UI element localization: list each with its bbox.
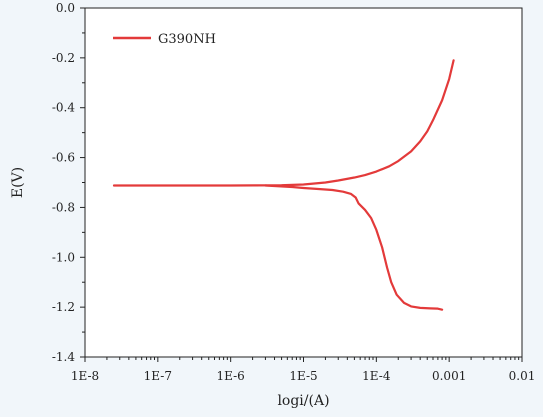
series-line-cathodic xyxy=(264,184,444,311)
x-axis-label: logi/(A) xyxy=(277,393,329,409)
legend: G390NH xyxy=(113,32,216,47)
x-tick-label: 1E-8 xyxy=(71,369,99,383)
x-tick-label: 1E-5 xyxy=(289,369,317,383)
y-tick-label: -0.6 xyxy=(52,151,75,165)
x-tick-label: 1E-6 xyxy=(217,369,245,383)
y-tick-label: -1.0 xyxy=(52,250,75,264)
x-tick-label: 0.001 xyxy=(432,369,466,383)
y-tick-label: -0.8 xyxy=(52,200,75,214)
y-axis-label: E(V) xyxy=(10,167,26,198)
y-tick-label: -0.2 xyxy=(52,51,75,65)
series-line-anodic xyxy=(112,59,455,187)
x-tick-label: 1E-7 xyxy=(144,369,172,383)
legend-label: G390NH xyxy=(158,32,216,47)
y-tick-label: -1.4 xyxy=(52,350,76,364)
plot-frame xyxy=(84,7,523,358)
x-tick-label: 0.01 xyxy=(509,369,536,383)
x-axis-ticks: 1E-8 1E-7 1E-6 1E-5 1E-4 0.001 0.01 xyxy=(71,357,536,383)
series-layer xyxy=(112,59,455,311)
y-axis-ticks: 0.0 -0.2 -0.4 -0.6 -0.8 -1.0 -1.2 -1.4 xyxy=(52,1,85,364)
x-tick-label: 1E-4 xyxy=(362,369,391,383)
y-tick-label: 0.0 xyxy=(56,1,75,15)
y-tick-label: -0.4 xyxy=(52,101,76,115)
y-tick-label: -1.2 xyxy=(52,300,75,314)
